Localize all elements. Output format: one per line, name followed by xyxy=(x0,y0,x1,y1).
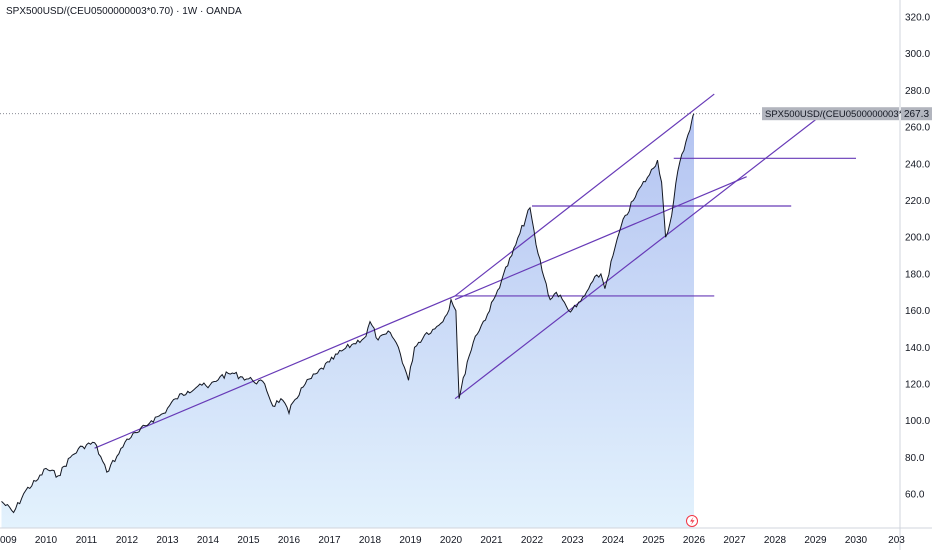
x-tick-label: 2020 xyxy=(440,535,463,546)
y-tick-label: 180.0 xyxy=(905,269,930,280)
x-tick-label: 2018 xyxy=(359,535,382,546)
x-tick-label: 2024 xyxy=(602,535,625,546)
y-tick-label: 280.0 xyxy=(905,86,930,97)
x-tick-label: 203 xyxy=(888,535,905,546)
series-area xyxy=(1,113,694,528)
lightning-icon xyxy=(686,515,698,527)
last-price-badge-bg xyxy=(901,107,932,121)
x-tick-label: 2029 xyxy=(804,535,827,546)
x-tick-label: 2026 xyxy=(683,535,706,546)
trendline-4 xyxy=(454,176,747,301)
x-tick-label: 2025 xyxy=(642,535,665,546)
x-tick-label: 2013 xyxy=(156,535,179,546)
x-tick-label: 2017 xyxy=(318,535,341,546)
y-tick-label: 60.0 xyxy=(905,490,925,501)
series-name-label-bg xyxy=(762,107,899,121)
x-tick-label: 2010 xyxy=(35,535,58,546)
x-tick-label: 2028 xyxy=(764,535,787,546)
trendline-3 xyxy=(454,119,816,400)
trendline-2 xyxy=(454,93,715,297)
x-tick-label: 2012 xyxy=(116,535,139,546)
y-tick-label: 240.0 xyxy=(905,159,930,170)
y-tick-label: 100.0 xyxy=(905,416,930,427)
symbol-title: SPX500USD/(CEU0500000003*0.70) · 1W · OA… xyxy=(6,6,242,17)
x-tick-label: 2016 xyxy=(278,535,301,546)
x-tick-label: 2030 xyxy=(845,535,868,546)
last-price-badge: 267.3 xyxy=(904,109,929,120)
x-tick-label: 2014 xyxy=(197,535,220,546)
x-tick-label: 2023 xyxy=(561,535,584,546)
y-tick-label: 320.0 xyxy=(905,13,930,24)
trendline-1 xyxy=(94,295,456,449)
y-tick-label: 80.0 xyxy=(905,453,925,464)
x-tick-label: 009 xyxy=(0,535,17,546)
x-tick-label: 2015 xyxy=(237,535,260,546)
y-tick-label: 220.0 xyxy=(905,196,930,207)
x-tick-label: 2022 xyxy=(521,535,544,546)
y-tick-label: 300.0 xyxy=(905,49,930,60)
y-tick-label: 140.0 xyxy=(905,343,930,354)
series-name-label: SPX500USD/(CEU0500000003*0.70) xyxy=(765,109,924,120)
y-tick-label: 260.0 xyxy=(905,123,930,134)
x-tick-label: 2027 xyxy=(723,535,746,546)
y-tick-label: 160.0 xyxy=(905,306,930,317)
x-tick-label: 2019 xyxy=(399,535,422,546)
x-tick-label: 2021 xyxy=(480,535,503,546)
price-line xyxy=(1,113,695,514)
y-tick-label: 200.0 xyxy=(905,233,930,244)
x-tick-label: 2011 xyxy=(76,535,98,546)
y-tick-label: 120.0 xyxy=(905,380,930,391)
